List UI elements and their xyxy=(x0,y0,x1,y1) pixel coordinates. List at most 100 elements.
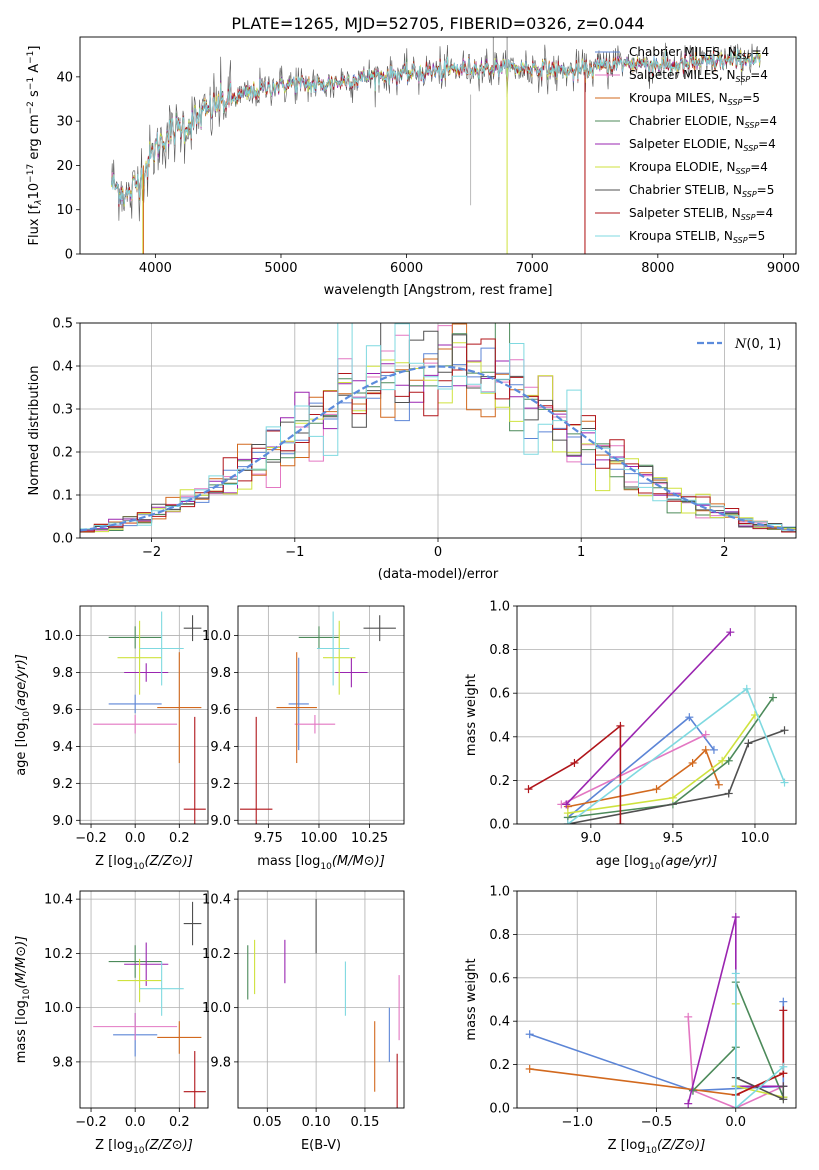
x-tick-label: 0.2 xyxy=(169,1115,190,1130)
x-tick-label: 1 xyxy=(577,545,585,560)
mass-ylabel: mass [log10(M/M⊙)] xyxy=(14,936,32,1064)
plot-frame xyxy=(79,605,209,825)
x-tick-label: 0.10 xyxy=(302,1115,331,1130)
weight-series-1 xyxy=(560,733,707,806)
y-tick-label: 9.8 xyxy=(52,666,73,681)
legend-label: Salpeter ELODIE, NSSP=4 xyxy=(629,137,776,153)
weight-series-5 xyxy=(567,714,756,814)
plot-frame xyxy=(516,605,797,825)
x-tick-label: 9.5 xyxy=(663,831,684,846)
mass-vs-Z-xlabel: Z [log10(Z/Z⊙)] xyxy=(95,1138,193,1156)
y-tick-label: 0.0 xyxy=(489,1102,510,1117)
weight-vs-Z-xlabel: Z [log10(Z/Z⊙)] xyxy=(608,1138,706,1156)
y-tick-label: 9.6 xyxy=(52,703,73,718)
age_vs_mass-marks xyxy=(240,611,396,824)
mass_vs_Z-panel: −0.2 0.0 0.2 9.8 10.0 10.2 10.4 Z [log10(Z/Z⊙)]… xyxy=(14,890,209,1156)
weight_vs_Z-panel: −1.0 −0.5 0.0 0.0 0.2 0.4 0.6 0.8 1.0 mass weight… xyxy=(464,885,797,1156)
x-tick-label: 2 xyxy=(720,545,728,560)
y-tick-label: 10.0 xyxy=(202,629,231,644)
mass_vs_ebv-marks xyxy=(247,899,400,1108)
legend-label: Chabrier STELIB, NSSP=5 xyxy=(629,183,774,199)
y-tick-label: 9.8 xyxy=(52,1055,73,1070)
residual-hist-7 xyxy=(80,338,796,533)
plot-frame xyxy=(516,890,797,1109)
x-tick-label: 6000 xyxy=(390,261,423,276)
legend-label: Kroupa ELODIE, NSSP=4 xyxy=(629,160,768,176)
weight-series-7 xyxy=(528,724,622,824)
x-tick-label: 0.0 xyxy=(725,1115,746,1130)
legend-label: Chabrier MILES, NSSP=4 xyxy=(629,45,769,61)
x-tick-label: 10.25 xyxy=(351,831,388,846)
legend-label: Kroupa MILES, NSSP=5 xyxy=(629,91,760,107)
age-ylabel: age [log10(age/yr)] xyxy=(14,654,32,776)
y-tick-label: 1.0 xyxy=(489,885,510,900)
y-tick-label: 9.0 xyxy=(210,814,231,829)
y-tick-label: 0.4 xyxy=(489,730,510,745)
y-tick-label: 0.6 xyxy=(489,971,510,986)
ebv-xlabel: E(B-V) xyxy=(301,1138,341,1153)
y-tick-label: 0.6 xyxy=(489,687,510,702)
age_vs_Z-panel: −0.2 0.0 0.2 9.0 9.2 9.4 9.6 9.8 10.0 Z [log10(Z/… xyxy=(14,605,209,872)
weight-series-1 xyxy=(687,1016,784,1108)
x-tick-label: 7000 xyxy=(516,261,549,276)
y-tick-label: 10.4 xyxy=(202,893,231,908)
y-tick-label: 0.0 xyxy=(489,818,510,833)
x-tick-label: 0.15 xyxy=(350,1115,379,1130)
spectrum-lines xyxy=(111,37,761,254)
x-tick-label: 0.0 xyxy=(125,1115,146,1130)
y-tick-label: 20 xyxy=(56,159,73,174)
y-tick-label: 9.8 xyxy=(210,1055,231,1070)
y-tick-label: 0.0 xyxy=(52,532,73,547)
y-tick-label: 0.8 xyxy=(489,643,510,658)
x-tick-label: 0.05 xyxy=(253,1115,282,1130)
x-tick-label: 0 xyxy=(434,545,442,560)
legend-label: Salpeter MILES, NSSP=4 xyxy=(629,68,768,84)
mass_vs_ebv-panel: 0.05 0.10 0.15 9.8 10.0 10.2 10.4 E(B-V) xyxy=(202,890,405,1153)
x-tick-label: −0.5 xyxy=(641,1115,673,1130)
plot-frame xyxy=(237,890,405,1109)
x-tick-label: 4000 xyxy=(139,261,172,276)
y-tick-label: 10.2 xyxy=(202,947,231,962)
x-tick-label: 5000 xyxy=(264,261,297,276)
mass_vs_Z-marks xyxy=(93,901,206,1108)
y-tick-label: 0.3 xyxy=(52,403,73,418)
x-tick-label: 9.75 xyxy=(254,831,283,846)
y-tick-label: 9.2 xyxy=(210,777,231,792)
residual-hist-6 xyxy=(80,323,796,533)
spectrum-series-8 xyxy=(111,48,761,205)
y-tick-label: 10 xyxy=(56,203,73,218)
y-tick-label: 0.1 xyxy=(52,489,73,504)
y-tick-label: 10.0 xyxy=(44,629,73,644)
residuals-panel: −2 −1 0 1 2 0.0 0.1 0.2 0.3 0.4 0.5 (data-model)/er… xyxy=(27,317,797,582)
gaussian-curve xyxy=(80,365,796,532)
figure-title: PLATE=1265, MJD=52705, FIBERID=0326, z=0… xyxy=(231,14,644,33)
weight-vs-age-xlabel: age [log10(age/yr)] xyxy=(596,854,718,872)
weight-series-5 xyxy=(735,1003,784,1098)
y-tick-label: 0 xyxy=(65,248,73,263)
y-tick-label: 0.4 xyxy=(52,360,73,375)
y-tick-label: 30 xyxy=(56,115,73,130)
y-tick-label: 9.4 xyxy=(52,740,73,755)
y-tick-label: 40 xyxy=(56,70,73,85)
plot-frame xyxy=(79,322,797,539)
residuals-ylabel: Normed distribution xyxy=(27,366,42,496)
y-tick-label: 9.6 xyxy=(210,703,231,718)
weight-series-7 xyxy=(735,1010,785,1096)
x-tick-label: 9000 xyxy=(767,261,800,276)
y-tick-label: 10.2 xyxy=(44,947,73,962)
y-tick-label: 9.0 xyxy=(52,814,73,829)
legend-label: Kroupa STELIB, NSSP=5 xyxy=(629,229,765,245)
y-tick-label: 9.4 xyxy=(210,740,231,755)
weight-series-4 xyxy=(565,631,731,805)
spectrum-legend: Chabrier MILES, NSSP=4 Salpeter MILES, NS… xyxy=(595,45,777,245)
x-tick-label: 10.00 xyxy=(300,831,337,846)
x-tick-label: −1.0 xyxy=(561,1115,593,1130)
age_vs_mass-panel: 9.75 10.00 10.25 9.0 9.2 9.4 9.6 9.8 10.0 mass [l… xyxy=(202,605,405,872)
y-tick-label: 0.8 xyxy=(489,928,510,943)
y-tick-label: 0.2 xyxy=(489,774,510,789)
weight-series-6 xyxy=(567,729,785,824)
residual-steps xyxy=(80,323,796,533)
weight-series-8 xyxy=(735,973,784,1108)
weight_vs_age-panel: 9.0 9.5 10.0 0.0 0.2 0.4 0.6 0.8 1.0 mass weight a… xyxy=(464,600,797,872)
